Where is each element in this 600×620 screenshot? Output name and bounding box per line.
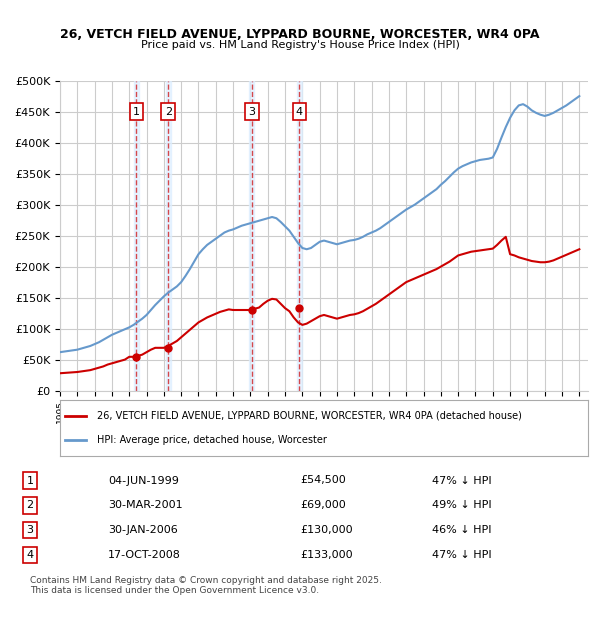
Text: 3: 3	[26, 525, 34, 535]
Text: 17-OCT-2008: 17-OCT-2008	[108, 550, 181, 560]
Text: 49% ↓ HPI: 49% ↓ HPI	[432, 500, 491, 510]
Text: 04-JUN-1999: 04-JUN-1999	[108, 476, 179, 485]
Text: 2: 2	[164, 107, 172, 117]
Text: 4: 4	[296, 107, 303, 117]
Text: 47% ↓ HPI: 47% ↓ HPI	[432, 476, 491, 485]
Text: 47% ↓ HPI: 47% ↓ HPI	[432, 550, 491, 560]
Text: 26, VETCH FIELD AVENUE, LYPPARD BOURNE, WORCESTER, WR4 0PA (detached house): 26, VETCH FIELD AVENUE, LYPPARD BOURNE, …	[97, 410, 522, 420]
Text: £133,000: £133,000	[300, 550, 353, 560]
Text: 1: 1	[26, 476, 34, 485]
Text: 30-JAN-2006: 30-JAN-2006	[108, 525, 178, 535]
Text: Contains HM Land Registry data © Crown copyright and database right 2025.
This d: Contains HM Land Registry data © Crown c…	[30, 576, 382, 595]
Text: 3: 3	[248, 107, 256, 117]
Text: 30-MAR-2001: 30-MAR-2001	[108, 500, 182, 510]
Bar	[297, 81, 302, 391]
Text: 46% ↓ HPI: 46% ↓ HPI	[432, 525, 491, 535]
Text: £130,000: £130,000	[300, 525, 353, 535]
Text: Price paid vs. HM Land Registry's House Price Index (HPI): Price paid vs. HM Land Registry's House …	[140, 40, 460, 50]
Text: 4: 4	[26, 550, 34, 560]
Text: 26, VETCH FIELD AVENUE, LYPPARD BOURNE, WORCESTER, WR4 0PA: 26, VETCH FIELD AVENUE, LYPPARD BOURNE, …	[60, 28, 540, 41]
Text: 2: 2	[26, 500, 34, 510]
Text: 1: 1	[133, 107, 140, 117]
Text: £54,500: £54,500	[300, 476, 346, 485]
Bar	[249, 81, 254, 391]
Text: £69,000: £69,000	[300, 500, 346, 510]
Bar	[166, 81, 171, 391]
Bar	[134, 81, 139, 391]
Text: HPI: Average price, detached house, Worcester: HPI: Average price, detached house, Worc…	[97, 435, 327, 445]
